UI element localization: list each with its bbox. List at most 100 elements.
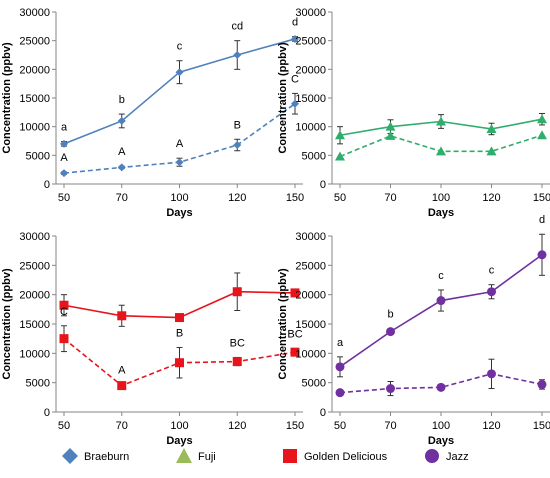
x-tick-label: 100 xyxy=(432,420,450,432)
significance-label: B xyxy=(234,119,241,131)
y-tick-label: 0 xyxy=(320,179,326,191)
data-point xyxy=(175,313,184,323)
y-tick-label: 15000 xyxy=(19,93,50,105)
data-point xyxy=(232,287,242,297)
y-tick-label: 15000 xyxy=(295,93,326,105)
legend-label: Jazz xyxy=(446,451,469,463)
significance-label: c xyxy=(489,265,495,277)
data-point xyxy=(335,151,345,161)
legend-item: Golden Delicious xyxy=(283,449,388,463)
data-point xyxy=(59,334,69,344)
series: a b c c d xyxy=(335,214,547,378)
x-tick-label: 100 xyxy=(170,192,188,204)
y-tick-label: 10000 xyxy=(19,348,50,360)
significance-label: b xyxy=(387,309,393,321)
series-line xyxy=(339,373,543,394)
significance-label: BC xyxy=(230,337,245,349)
y-tick-label: 20000 xyxy=(19,64,50,76)
series: C A B BC BC xyxy=(59,306,303,391)
y-tick-label: 0 xyxy=(44,179,50,191)
data-point xyxy=(436,382,446,392)
data-point xyxy=(175,158,184,167)
data-point xyxy=(386,327,395,337)
legend-label: Fuji xyxy=(198,451,216,463)
legend-marker xyxy=(425,449,439,463)
x-axis-title: Days xyxy=(428,207,454,219)
legend-item: Fuji xyxy=(176,448,216,463)
significance-label: a xyxy=(61,122,68,134)
x-tick-label: 100 xyxy=(432,192,450,204)
x-tick-label: 100 xyxy=(170,420,188,432)
significance-label: d xyxy=(539,214,545,226)
data-point xyxy=(335,130,345,140)
significance-label: A xyxy=(118,364,126,376)
y-axis-title: Concentration (ppbv) xyxy=(1,268,13,380)
data-point xyxy=(537,250,547,260)
y-tick-label: 25000 xyxy=(19,36,50,48)
x-tick-label: 70 xyxy=(384,420,396,432)
data-point xyxy=(175,358,184,368)
significance-label: B xyxy=(176,327,183,339)
x-tick-label: 150 xyxy=(533,420,550,432)
significance-label: A xyxy=(176,138,184,150)
significance-label: A xyxy=(118,146,126,158)
legend-label: Braeburn xyxy=(84,451,129,463)
y-tick-label: 5000 xyxy=(26,150,50,162)
significance-label: b xyxy=(119,94,125,106)
legend-marker xyxy=(62,448,78,464)
x-tick-label: 70 xyxy=(384,192,396,204)
series xyxy=(59,272,300,327)
data-point xyxy=(487,287,496,297)
data-point xyxy=(59,300,69,310)
significance-label: C xyxy=(291,73,299,85)
x-tick-label: 70 xyxy=(116,420,128,432)
y-tick-label: 10000 xyxy=(295,122,326,134)
data-point xyxy=(60,139,68,148)
data-point xyxy=(233,141,242,150)
data-point xyxy=(117,381,127,391)
significance-label: d xyxy=(292,17,298,29)
x-tick-label: 120 xyxy=(482,420,500,432)
legend-marker xyxy=(176,448,192,463)
x-axis-title: Days xyxy=(166,435,192,447)
data-point xyxy=(290,347,300,357)
y-tick-label: 10000 xyxy=(295,348,326,360)
significance-label: cd xyxy=(231,21,243,33)
legend: Braeburn Fuji Golden Delicious Jazz xyxy=(62,448,469,464)
significance-label: C xyxy=(60,306,68,318)
data-point xyxy=(486,146,497,156)
data-point xyxy=(291,99,299,108)
legend-label: Golden Delicious xyxy=(304,451,388,463)
y-tick-label: 25000 xyxy=(295,36,326,48)
series: a b c cd d xyxy=(60,17,299,148)
data-point xyxy=(290,288,300,298)
data-point xyxy=(385,121,396,131)
y-tick-label: 30000 xyxy=(295,7,326,19)
x-tick-label: 50 xyxy=(334,420,346,432)
x-axis-title: Days xyxy=(428,435,454,447)
data-point xyxy=(486,123,497,133)
series: A A A B C xyxy=(60,73,299,178)
x-tick-label: 120 xyxy=(228,420,246,432)
y-tick-label: 25000 xyxy=(295,260,326,272)
y-tick-label: 10000 xyxy=(19,122,50,134)
data-point xyxy=(386,384,395,394)
x-tick-label: 50 xyxy=(334,192,346,204)
data-point xyxy=(537,130,547,140)
data-point xyxy=(291,34,299,43)
significance-label: c xyxy=(438,270,444,282)
data-point xyxy=(385,130,396,140)
series xyxy=(335,358,547,398)
chart-panel: 0 5000 10000 15000 20000 25000 30000 50 70 100 120… xyxy=(277,214,550,447)
legend-item: Jazz xyxy=(425,449,469,463)
y-tick-label: 20000 xyxy=(295,290,326,302)
data-point xyxy=(335,362,345,372)
legend-item: Braeburn xyxy=(62,448,129,464)
y-tick-label: 30000 xyxy=(19,231,50,243)
x-tick-label: 120 xyxy=(482,192,500,204)
y-tick-label: 5000 xyxy=(26,378,50,390)
data-point xyxy=(335,388,345,398)
x-axis-title: Days xyxy=(166,207,192,219)
significance-label: a xyxy=(337,337,344,349)
